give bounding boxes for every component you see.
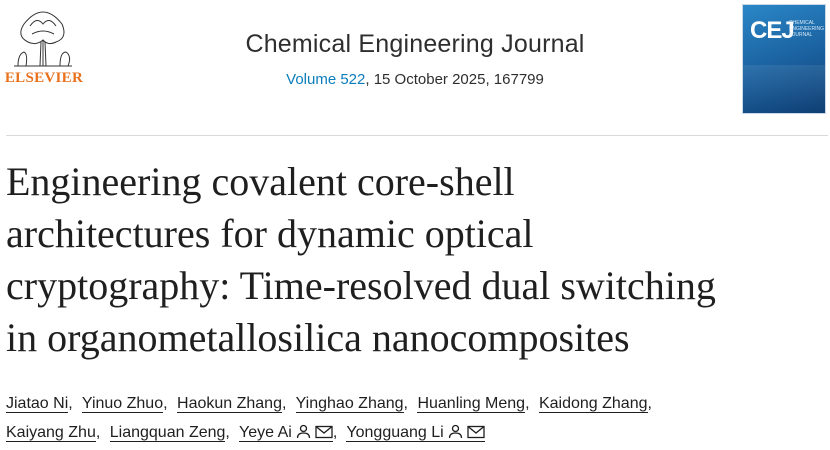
author-separator: , [225, 424, 230, 441]
issue-info: Volume 522, 15 October 2025, 167799 [210, 71, 620, 88]
author-link-corresponding[interactable]: Yongguang Li [346, 424, 485, 442]
author-separator: , [281, 395, 287, 412]
author-link[interactable]: Kaiyang Zhu [6, 424, 96, 442]
cover-logo: CEJ [750, 17, 795, 44]
author-name: Yongguang Li [346, 424, 444, 441]
header-divider [6, 135, 828, 136]
email-icon [467, 425, 485, 439]
journal-title[interactable]: Chemical Engineering Journal [245, 30, 585, 58]
author-link-corresponding[interactable]: Yeye Ai [239, 424, 333, 442]
author-link[interactable]: Haokun Zhang [177, 395, 282, 413]
author-separator: , [95, 424, 101, 441]
elsevier-logo[interactable]: ELSEVIER [4, 2, 84, 92]
author-link[interactable]: Kaidong Zhang [538, 395, 648, 413]
author-link[interactable]: Liangquan Zeng [109, 424, 226, 442]
email-icon [315, 425, 333, 439]
author-link[interactable]: Yinghao Zhang [295, 395, 404, 413]
author-separator: , [68, 395, 73, 412]
volume-link[interactable]: Volume 522 [286, 71, 366, 88]
journal-cover-thumbnail[interactable]: CEJ CHEMICAL ENGINEERING JOURNAL [742, 4, 826, 114]
author-link[interactable]: Yinuo Zhuo [81, 395, 164, 413]
title-line: architectures for dynamic optical [6, 211, 534, 256]
author-separator: , [163, 395, 168, 412]
article-title: Engineering covalent core-shell architec… [6, 156, 828, 364]
author-separator: , [647, 395, 652, 412]
cover-band [743, 65, 825, 109]
author-separator: , [525, 395, 530, 412]
title-line: in organometallosilica nanocomposites [6, 315, 630, 360]
person-icon [448, 424, 463, 439]
person-icon [296, 424, 311, 439]
title-line: cryptography: Time-resolved dual switchi… [6, 263, 716, 308]
cover-subtitle: CHEMICAL ENGINEERING JOURNAL [789, 20, 825, 38]
elsevier-tree-icon [14, 11, 72, 67]
author-separator: , [332, 424, 338, 441]
title-line: Engineering covalent core-shell [6, 159, 515, 204]
author-name: Yeye Ai [239, 424, 292, 441]
issue-date-article-number: , 15 October 2025, 167799 [365, 71, 544, 88]
author-link[interactable]: Jiatao Ni [6, 395, 69, 413]
author-link[interactable]: Huanling Meng [417, 395, 526, 413]
author-list: Jiatao Ni, Yinuo Zhuo, Haokun Zhang, Yin… [6, 389, 828, 447]
elsevier-logo-text: ELSEVIER [4, 70, 84, 86]
author-separator: , [403, 395, 408, 412]
